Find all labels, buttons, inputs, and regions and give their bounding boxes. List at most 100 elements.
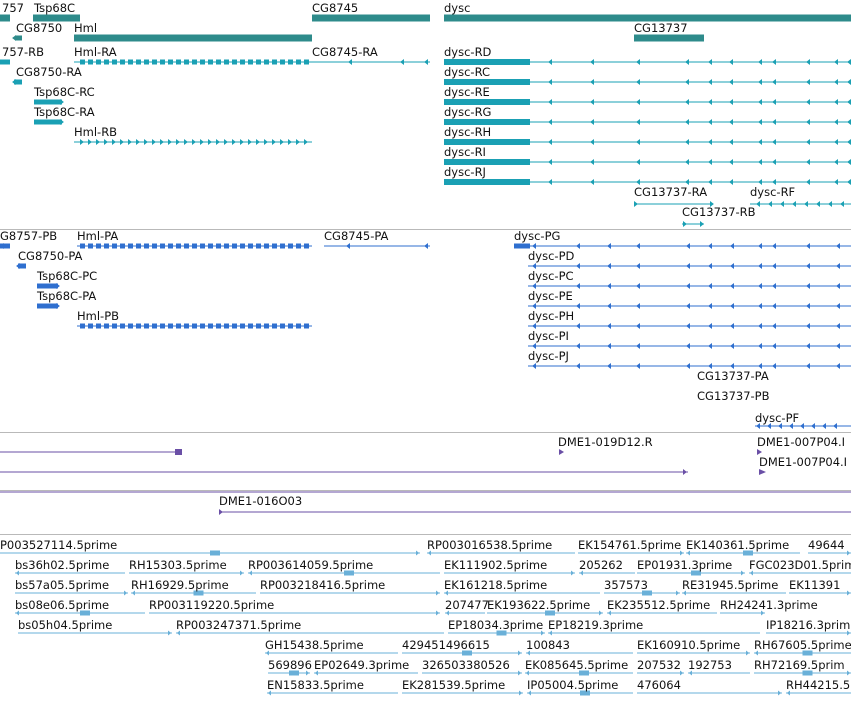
strand-arrow <box>590 139 594 145</box>
protein-label[interactable]: dysc-PC <box>528 269 574 283</box>
transcript-label[interactable]: 757-RB <box>2 45 44 59</box>
est-label[interactable]: 49644 <box>808 538 845 552</box>
strand-arrow <box>416 550 420 556</box>
est-label[interactable]: EK111902.5prime <box>444 558 548 572</box>
est-label[interactable]: EK281539.5prime <box>402 678 506 692</box>
gene-label[interactable]: Hml <box>74 21 98 35</box>
est-label[interactable]: 205262 <box>579 558 623 572</box>
protein-label[interactable]: Tsp68C-PA <box>37 289 97 303</box>
transcript-label[interactable]: dysc-RJ <box>444 165 486 179</box>
transcript-label[interactable]: Hml-RA <box>74 45 117 59</box>
transcript-label[interactable]: dysc-RI <box>444 145 486 159</box>
transcript-label[interactable]: CG13737-RB <box>682 205 756 219</box>
protein-label[interactable]: dysc-PJ <box>528 349 569 363</box>
protein-label[interactable]: Hml-PA <box>77 229 119 243</box>
transcript-label[interactable]: Hml-RB <box>74 125 118 139</box>
est-label[interactable]: RH16929.5prime <box>131 578 229 592</box>
est-label[interactable]: bs36h02.5prime <box>15 558 110 572</box>
est-label[interactable]: 207532 <box>637 658 681 672</box>
est-label[interactable]: bs57a05.5prime <box>15 578 110 592</box>
est-label[interactable]: 569896 <box>268 658 312 672</box>
transcript-label[interactable]: Tsp68C-RC <box>34 85 95 99</box>
protein-label[interactable]: G8757-PB <box>0 229 58 243</box>
strand-arrow <box>680 670 684 676</box>
est-label[interactable]: EK140361.5prime <box>686 538 790 552</box>
protein-label[interactable]: CG13737-PA <box>697 369 769 383</box>
protein-label[interactable]: Tsp68C-PC <box>37 269 98 283</box>
est-label[interactable]: 476064 <box>637 678 681 692</box>
est-label[interactable]: 326503380526 <box>422 658 510 672</box>
protein-label[interactable]: CG8745-PA <box>324 229 389 243</box>
est-label[interactable]: FGC023D01.5prime <box>749 558 851 572</box>
transcript-label[interactable]: dysc-RH <box>444 125 492 139</box>
gene-label[interactable]: CG8745 <box>312 1 359 15</box>
gene-label[interactable]: dysc <box>444 1 471 15</box>
est-label[interactable]: RH24241.3prime <box>720 598 818 612</box>
protein-label[interactable]: dysc-PD <box>528 249 575 263</box>
est-label[interactable]: EK154761.5prime <box>578 538 682 552</box>
transcript-label[interactable]: dysc-RD <box>444 45 492 59</box>
est-label[interactable]: 357573 <box>604 578 648 592</box>
transcript-label[interactable]: CG8750-RA <box>16 65 82 79</box>
est-label[interactable]: EP02649.3prime <box>314 658 410 672</box>
protein-label[interactable]: dysc-PG <box>514 229 561 243</box>
protein-label[interactable]: dysc-PH <box>528 309 575 323</box>
gene-label[interactable]: CG8750 <box>16 21 63 35</box>
protein-label[interactable]: Hml-PB <box>77 309 120 323</box>
est-label[interactable]: RP003119220.5prime <box>149 598 275 612</box>
protein-label[interactable]: CG8750-PA <box>18 249 83 263</box>
protein-label[interactable]: dysc-PF <box>755 411 800 425</box>
est-label[interactable]: EK160910.5prime <box>637 638 741 652</box>
clone-label[interactable]: DME1-007P04.I <box>757 435 846 449</box>
est-label[interactable]: 207477 <box>445 598 489 612</box>
clone-label[interactable]: DME1-019D12.R <box>558 435 653 449</box>
est-label[interactable]: RH15303.5prime <box>129 558 227 572</box>
transcript-label[interactable]: CG13737-RA <box>634 185 708 199</box>
transcript-label[interactable]: dysc-RG <box>444 105 492 119</box>
transcript-label[interactable]: dysc-RE <box>444 85 490 99</box>
clone-label[interactable]: DME1-007P04.I <box>759 455 848 469</box>
transcript-label[interactable]: CG8745-RA <box>312 45 378 59</box>
transcript-label[interactable]: dysc-RC <box>444 65 491 79</box>
est-label[interactable]: EN15833.5prime <box>267 678 364 692</box>
est-label[interactable]: EK11391 <box>789 578 841 592</box>
est-label[interactable]: EK161218.5prime <box>444 578 548 592</box>
est-label[interactable]: EK085645.5prime <box>525 658 629 672</box>
est-label[interactable]: 192753 <box>688 658 732 672</box>
est-label[interactable]: IP05004.5prime <box>527 678 619 692</box>
est-label[interactable]: bs05h04.5prime <box>18 618 113 632</box>
est-label[interactable]: RP003218416.5prime <box>260 578 386 592</box>
est-label[interactable]: EP18034.3prime <box>448 618 544 632</box>
gene-label[interactable]: Tsp68C <box>34 1 76 15</box>
clone-label[interactable]: DME1-016O03 <box>219 494 303 508</box>
est-label[interactable]: GH15438.5prime <box>265 638 364 652</box>
est-label[interactable]: IP18216.3prim <box>766 618 851 632</box>
protein-label[interactable]: dysc-PI <box>528 329 569 343</box>
est-label[interactable]: 100843 <box>526 638 570 652</box>
gene-label[interactable]: 757 <box>2 1 24 15</box>
transcript-label[interactable]: dysc-RF <box>750 185 796 199</box>
est-label[interactable]: P003527114.5prime <box>0 538 118 552</box>
est-label[interactable]: RH72169.5prim <box>754 658 845 672</box>
est-label[interactable]: RP003614059.5prime <box>248 558 374 572</box>
est-label[interactable]: EK193622.5prime <box>487 598 591 612</box>
est-block <box>579 670 589 676</box>
strand-arrow <box>758 343 762 349</box>
est-label[interactable]: bs08e06.5prime <box>15 598 110 612</box>
strand-arrow <box>636 303 640 309</box>
est-label[interactable]: EP01931.3prime <box>637 558 733 572</box>
est-label[interactable]: EK235512.5prime <box>607 598 711 612</box>
est-label[interactable]: RH67605.5prime <box>754 638 851 652</box>
transcript-label[interactable]: Tsp68C-RA <box>34 105 95 119</box>
est-label[interactable]: RP003016538.5prime <box>427 538 553 552</box>
est-label[interactable]: 429451496615 <box>402 638 490 652</box>
est-label[interactable]: RP003247371.5prime <box>176 618 302 632</box>
protein-label[interactable]: dysc-PE <box>528 289 573 303</box>
est-label[interactable]: RH44215.5prime <box>786 678 851 692</box>
est-label[interactable]: RE31945.5prime <box>682 578 779 592</box>
est-label[interactable]: EP18219.3prime <box>548 618 644 632</box>
protein-label[interactable]: CG13737-PB <box>697 389 770 403</box>
strand-arrow <box>847 550 851 556</box>
gene-label[interactable]: CG13737 <box>634 21 688 35</box>
